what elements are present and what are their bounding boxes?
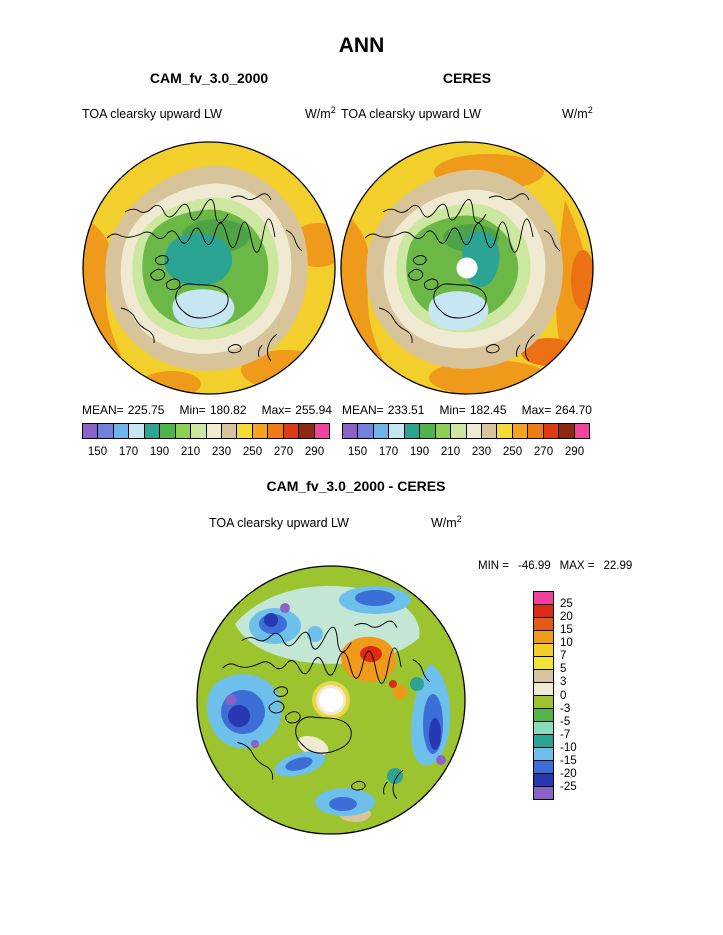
mean-stat: MEAN= 225.75 — [82, 403, 164, 417]
min-label: Min= — [439, 403, 466, 417]
difference-colorbar-ticks: 25 20 15 10 7 5 3 0 -3 -5 -7 -10 -15 -20 -25 — [560, 598, 577, 793]
diff-max-label: MAX = — [559, 560, 595, 572]
variable-label-cam: TOA clearsky upward LW — [82, 107, 222, 121]
difference-title: CAM_fv_3.0_2000 - CERES — [266, 478, 446, 494]
map-boundary — [340, 141, 594, 395]
map-boundary — [196, 565, 466, 835]
units-label-ceres: W/m2 — [562, 105, 593, 121]
difference-minmax: MIN = -46.99 MAX = 22.99 — [478, 560, 632, 572]
panel-title-ceres: CERES — [442, 70, 492, 86]
diff-max-value: 22.99 — [603, 560, 633, 572]
ceres-polar-map — [340, 141, 594, 395]
panel-title-cam: CAM_fv_3.0_2000 — [149, 70, 269, 86]
units-base: W/m — [431, 516, 457, 531]
map-boundary — [82, 141, 336, 395]
cam-polar-map — [82, 141, 336, 395]
ceres-map-contours — [341, 142, 593, 394]
units-base: W/m — [305, 107, 331, 122]
coastlines — [364, 193, 561, 362]
min-stat: Min= 180.82 — [179, 403, 246, 417]
units-exponent: 2 — [587, 105, 593, 115]
difference-polar-map — [196, 565, 466, 835]
mean-label: MEAN= — [342, 403, 384, 417]
min-value: 182.45 — [469, 403, 507, 417]
mean-stat: MEAN= 233.51 — [342, 403, 424, 417]
cam-colorbar — [82, 423, 330, 439]
difference-map-contours — [197, 566, 465, 834]
difference-variable-label: TOA clearsky upward LW — [209, 516, 349, 530]
coastlines — [222, 620, 431, 800]
figure-title: ANN — [338, 34, 385, 57]
diff-min-label: MIN = — [478, 560, 509, 572]
units-label-cam: W/m2 — [305, 105, 336, 121]
ceres-colorbar — [342, 423, 590, 439]
variable-label-ceres: TOA clearsky upward LW — [341, 107, 481, 121]
min-label: Min= — [179, 403, 206, 417]
ceres-colorbar-ticks: 150 170 190 210 230 250 270 290 — [347, 446, 585, 458]
min-value: 180.82 — [209, 403, 247, 417]
max-value: 264.70 — [555, 403, 592, 417]
max-stat: Max= 255.94 — [262, 403, 332, 417]
difference-colorbar — [533, 591, 554, 800]
mean-value: 233.51 — [387, 403, 425, 417]
coastlines — [106, 193, 303, 362]
diff-min-value: -46.99 — [518, 560, 551, 572]
cam-map-contours — [83, 142, 335, 394]
pole-data-gap — [456, 257, 478, 279]
cam-stats: MEAN= 225.75 Min= 180.82 Max= 255.94 — [82, 403, 332, 417]
units-exponent: 2 — [456, 514, 462, 524]
ceres-stats: MEAN= 233.51 Min= 182.45 Max= 264.70 — [342, 403, 592, 417]
max-label: Max= — [521, 403, 552, 417]
difference-units-label: W/m2 — [431, 514, 462, 530]
max-value: 255.94 — [295, 403, 332, 417]
cam-colorbar-ticks: 150 170 190 210 230 250 270 290 — [87, 446, 325, 458]
mean-label: MEAN= — [82, 403, 124, 417]
units-exponent: 2 — [330, 105, 336, 115]
max-label: Max= — [261, 403, 292, 417]
units-base: W/m — [562, 107, 588, 122]
max-stat: Max= 264.70 — [522, 403, 592, 417]
pole-data-gap — [319, 688, 343, 712]
min-stat: Min= 182.45 — [439, 403, 506, 417]
mean-value: 225.75 — [127, 403, 165, 417]
